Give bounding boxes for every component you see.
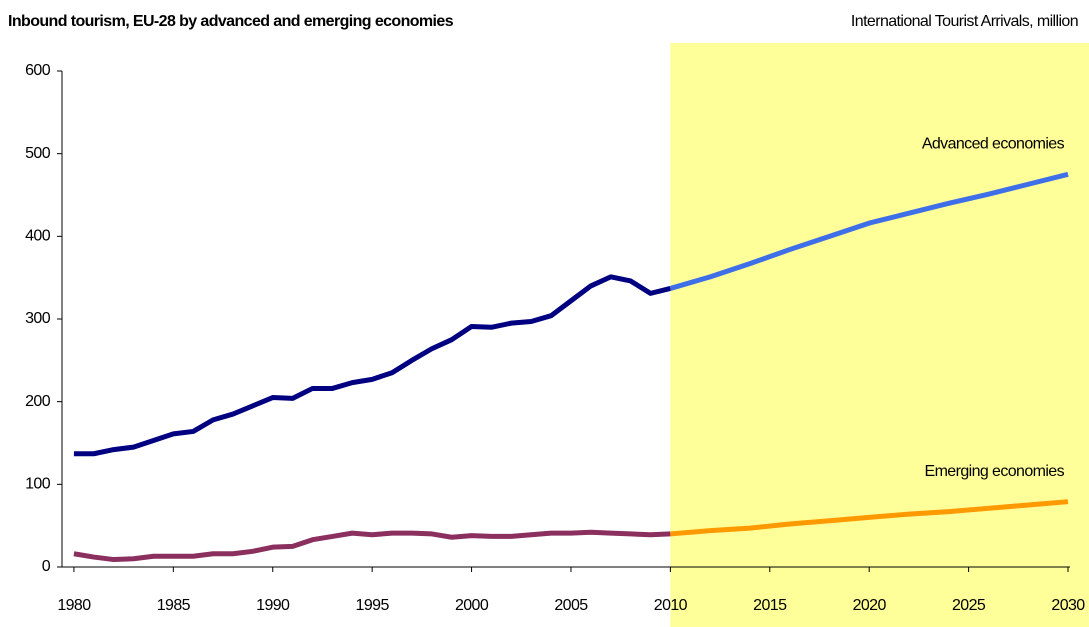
y-tick-label: 400 [25, 228, 51, 245]
series-label: Advanced economies [922, 136, 1065, 153]
x-tick-label: 2030 [1051, 597, 1085, 614]
projection-shade [670, 43, 1089, 627]
x-tick-label: 2005 [554, 597, 588, 614]
x-tick-label: 2015 [753, 597, 787, 614]
chart-title: Inbound tourism, EU-28 by advanced and e… [8, 13, 454, 30]
x-tick-label: 1985 [157, 597, 191, 614]
x-tick-label: 1995 [356, 597, 390, 614]
x-tick-label: 2000 [455, 597, 489, 614]
x-tick-label: 2025 [952, 597, 986, 614]
series-line [670, 499, 1069, 537]
x-tick-label: 2020 [853, 597, 887, 614]
series-line [73, 529, 671, 563]
y-tick-label: 200 [25, 393, 51, 410]
x-tick-label: 1980 [57, 597, 91, 614]
x-tick-label: 2010 [654, 597, 688, 614]
y-tick-label: 0 [42, 558, 51, 575]
x-tick-label: 1990 [256, 597, 290, 614]
y-tick-label: 500 [25, 145, 51, 162]
y-tick-label: 300 [25, 310, 51, 327]
chart-subtitle: International Tourist Arrivals, million [851, 13, 1078, 30]
series-line [669, 171, 1069, 291]
series-label: Emerging economies [925, 463, 1065, 480]
y-tick-label: 100 [25, 476, 51, 493]
y-tick-label: 600 [25, 62, 51, 79]
series-line [73, 274, 671, 457]
